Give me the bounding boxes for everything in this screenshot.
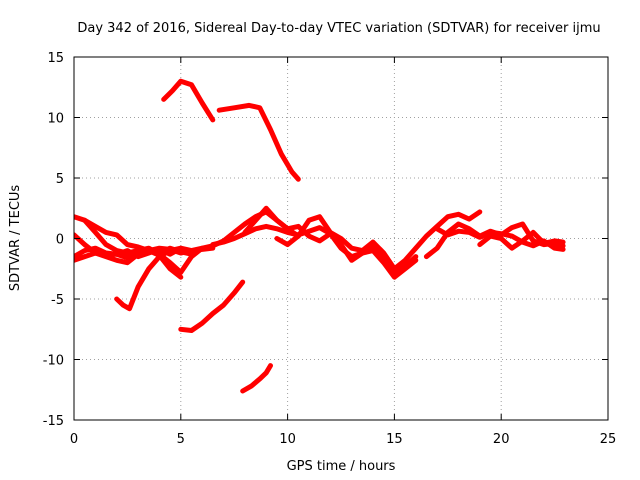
series-layer [74,78,566,394]
y-tick-label: -10 [43,354,64,369]
series-line-arc-8 [216,102,301,182]
x-tick-label: 10 [279,432,296,447]
y-tick-label: 10 [47,112,64,127]
y-tick-label: 5 [56,172,64,187]
x-tick-label: 5 [177,432,185,447]
series-line-arc-5 [82,209,301,256]
x-axis-label: GPS time / hours [287,459,396,474]
x-tick-label: 15 [386,432,403,447]
series-line-arc-6 [114,245,184,312]
y-axis-label: SDTVAR / TECUs [8,185,23,292]
y-tick-label: -5 [51,293,64,308]
series-line-arc-10 [240,363,273,394]
series-line-arc-7 [161,78,216,123]
chart-title: Day 342 of 2016, Sidereal Day-to-day VTE… [77,21,600,36]
y-tick-label: 15 [47,51,64,66]
ticks: 0 5 10 15 20 25 -15 -10 -5 0 5 10 15 [43,51,617,447]
y-tick-label: -15 [43,414,64,429]
x-tick-label: 25 [600,432,617,447]
x-tick-label: 20 [493,432,510,447]
y-tick-label: 0 [56,233,64,248]
series-line-arc-9 [178,279,246,333]
series-line-arc-16 [477,229,566,251]
x-tick-label: 0 [70,432,78,447]
series-line-arc-13 [274,209,483,272]
